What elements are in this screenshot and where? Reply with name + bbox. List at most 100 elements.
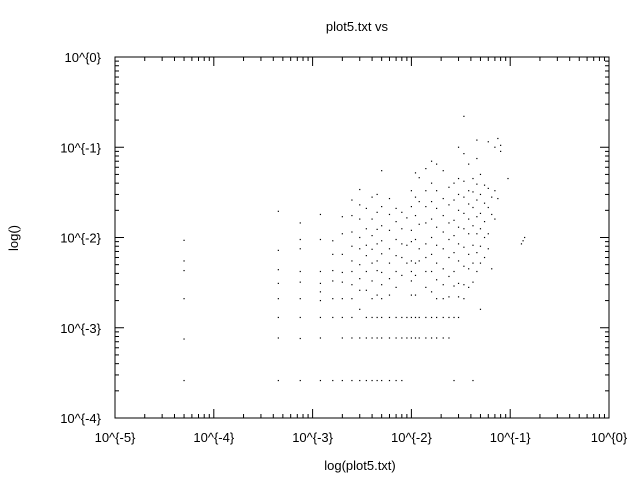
- data-point: [418, 316, 420, 319]
- data-point: [371, 379, 373, 382]
- data-point: [476, 252, 478, 254]
- data-point: [332, 316, 334, 319]
- data-point: [341, 316, 343, 319]
- data-point: [468, 218, 470, 220]
- data-point: [476, 199, 478, 201]
- data-point: [401, 211, 403, 213]
- data-point: [395, 221, 397, 223]
- data-point: [425, 337, 427, 339]
- data-point: [463, 298, 465, 300]
- data-point: [388, 248, 391, 250]
- data-point: [359, 289, 361, 291]
- data-point: [463, 265, 465, 267]
- data-point: [414, 238, 417, 241]
- data-point: [476, 157, 478, 160]
- data-point: [430, 337, 433, 339]
- data-point: [414, 172, 417, 174]
- data-point: [453, 252, 455, 254]
- data-point: [332, 253, 334, 255]
- data-point: [463, 246, 465, 248]
- data-point: [479, 212, 482, 214]
- data-point: [483, 221, 486, 223]
- x-axis-tick-labels: 10^{-5} 10^{-4} 10^{-3} 10^{-2} 10^{-1} 10^{0…: [95, 430, 628, 445]
- data-point: [365, 316, 367, 319]
- data-point: [371, 337, 373, 339]
- data-point: [376, 260, 378, 262]
- data-point: [414, 262, 417, 264]
- data-point: [319, 213, 322, 216]
- data-point: [381, 225, 383, 227]
- data-point: [418, 337, 420, 339]
- data-point: [406, 244, 408, 246]
- data-point: [365, 228, 367, 230]
- data-point: [463, 153, 465, 155]
- data-point: [497, 137, 499, 140]
- data-point: [351, 231, 353, 233]
- data-point: [376, 294, 378, 296]
- data-point: [351, 214, 353, 217]
- data-point: [425, 190, 427, 192]
- data-point: [436, 207, 438, 210]
- data-point: [319, 337, 322, 339]
- data-point: [479, 308, 482, 310]
- data-point: [476, 216, 478, 218]
- data-point: [351, 379, 353, 382]
- data-point: [395, 316, 397, 319]
- data-point: [491, 196, 493, 198]
- data-point: [463, 180, 465, 182]
- data-point: [483, 184, 486, 186]
- y-tick-label: 10^{-3}: [60, 321, 101, 336]
- data-point: [468, 286, 470, 288]
- data-point: [442, 170, 444, 172]
- data-point: [442, 197, 444, 200]
- data-point: [401, 256, 403, 259]
- data-point: [376, 337, 378, 339]
- data-point: [442, 231, 444, 233]
- data-point: [448, 186, 450, 188]
- data-point: [487, 248, 489, 250]
- data-point: [341, 271, 343, 274]
- data-point: [376, 243, 378, 245]
- data-point: [395, 207, 397, 210]
- data-point: [457, 209, 460, 211]
- data-point: [183, 379, 185, 382]
- data-point: [418, 223, 420, 225]
- data-point: [388, 337, 391, 339]
- data-point: [436, 226, 438, 228]
- data-point: [414, 214, 417, 217]
- data-point: [351, 337, 353, 339]
- data-point: [299, 238, 301, 241]
- data-point: [418, 248, 420, 250]
- data-point: [476, 183, 478, 185]
- data-point: [376, 211, 378, 213]
- data-point: [453, 270, 455, 273]
- data-point: [277, 379, 279, 382]
- data-point: [457, 226, 460, 228]
- data-point: [507, 177, 509, 180]
- data-point: [365, 207, 367, 210]
- data-point: [430, 236, 433, 239]
- data-point: [401, 316, 403, 319]
- data-point: [410, 190, 412, 192]
- data-point: [332, 269, 334, 272]
- data-point: [332, 280, 334, 282]
- data-point: [277, 316, 279, 319]
- data-point: [277, 210, 279, 212]
- data-point: [395, 337, 397, 339]
- data-point: [457, 243, 460, 245]
- data-point: [436, 244, 438, 246]
- data-point: [453, 182, 455, 184]
- data-point: [520, 243, 523, 245]
- data-point: [388, 197, 391, 200]
- data-point: [319, 270, 322, 273]
- data-point: [436, 190, 438, 192]
- data-point: [436, 298, 438, 300]
- data-point: [524, 236, 526, 239]
- data-point: [299, 316, 301, 319]
- data-point: [299, 337, 301, 340]
- data-point: [479, 228, 482, 230]
- data-point: [418, 177, 420, 179]
- data-point: [395, 379, 397, 382]
- data-point: [395, 270, 397, 273]
